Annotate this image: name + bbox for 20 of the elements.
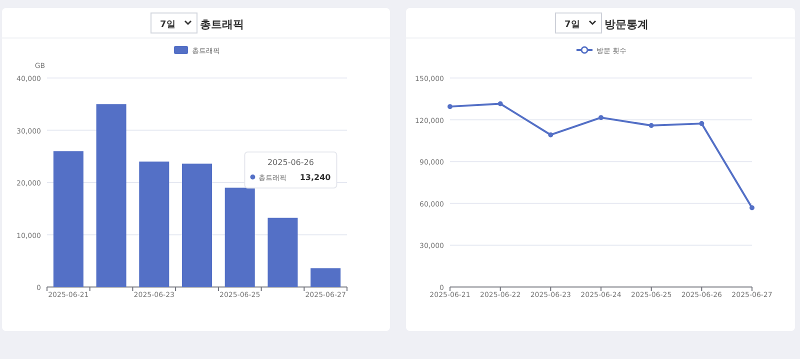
point	[699, 121, 704, 126]
annotation: 13,240	[300, 173, 332, 182]
bar	[96, 104, 126, 287]
point	[598, 115, 604, 120]
bar	[224, 188, 255, 287]
bar	[182, 164, 212, 287]
chart-title: 총트래픽	[200, 18, 244, 31]
bar	[53, 151, 84, 287]
bar	[268, 218, 298, 287]
chart-subtitle: 7일	[160, 20, 176, 30]
chart-title: 방문통계	[604, 18, 648, 31]
point	[548, 132, 554, 138]
bar	[139, 162, 170, 287]
point	[750, 205, 754, 210]
bar	[310, 268, 341, 287]
point	[648, 123, 654, 128]
chart-subtitle: 7일	[564, 20, 580, 30]
point	[448, 104, 452, 110]
annotation: 2025-06-26	[267, 158, 314, 167]
point	[498, 101, 503, 106]
